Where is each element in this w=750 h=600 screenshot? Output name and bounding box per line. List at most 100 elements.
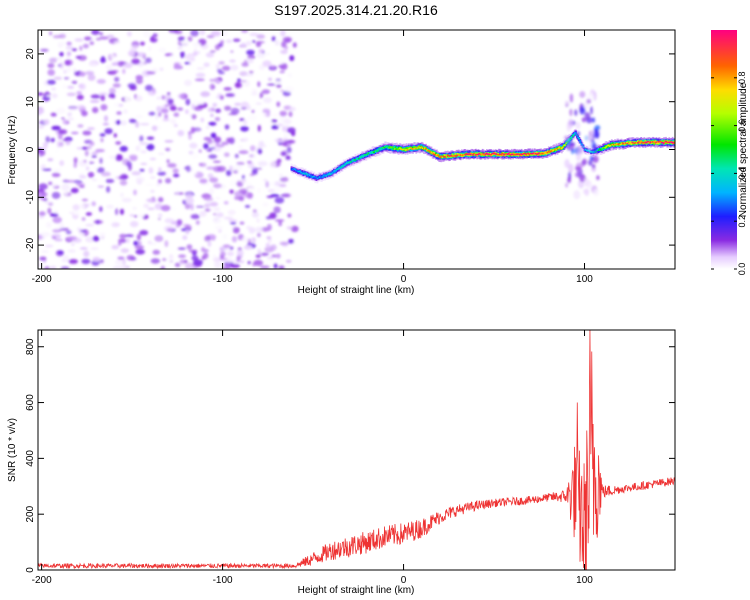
ridge-cell [406, 147, 409, 150]
ridge-cell [661, 140, 664, 143]
noise-blob [134, 245, 145, 250]
noise-blob [158, 167, 162, 172]
noise-blob [113, 133, 117, 138]
ridge-cell [315, 176, 318, 178]
noise-blob [182, 235, 188, 240]
ridge-cell [479, 153, 482, 156]
noise-blob [257, 232, 261, 238]
ridge-cell [291, 168, 294, 171]
noise-blob [198, 149, 202, 153]
ridge-cell [598, 148, 601, 150]
noise-blob [146, 136, 155, 140]
disturbance-blob [586, 134, 593, 141]
noise-blob [266, 256, 275, 260]
noise-blob [285, 156, 292, 160]
noise-blob [173, 65, 184, 70]
ridge-cell [562, 146, 564, 148]
ridge-cell [313, 176, 316, 178]
ridge-cell [391, 146, 394, 148]
noise-blob [47, 69, 55, 76]
ridge-cell [520, 153, 523, 157]
noise-blob [99, 32, 103, 36]
ridge-cell [493, 152, 496, 155]
noise-blob [267, 239, 272, 243]
noise-blob [189, 142, 198, 149]
disturbance-blob [567, 118, 574, 129]
noise-blob [43, 198, 48, 202]
noise-blob [58, 62, 65, 69]
noise-blob [126, 238, 130, 244]
noise-blob [257, 167, 262, 170]
ridge-cell [658, 141, 661, 143]
noise-blob [227, 251, 234, 257]
ridge-cell [383, 147, 386, 149]
ridge-cell [445, 155, 448, 159]
noise-blob [222, 266, 231, 269]
noise-blob [154, 235, 164, 242]
noise-blob [251, 88, 258, 93]
noise-blob [274, 81, 283, 84]
noise-blob [226, 39, 233, 43]
noise-blob [177, 130, 185, 137]
noise-blob [265, 242, 271, 248]
ridge-cell [378, 148, 381, 150]
noise-blob [258, 64, 265, 71]
colorbar-ticks: 0.0 0.2 0.4 0.6 0.8 [711, 72, 747, 275]
ridge-cell [398, 148, 400, 150]
ridge-cell [538, 152, 540, 154]
ridge-cell [440, 155, 443, 159]
ridge-cell [547, 150, 550, 152]
noise-blob [230, 107, 240, 115]
noise-blob [100, 57, 106, 64]
ridge-cell [577, 136, 579, 138]
noise-blob [246, 58, 254, 64]
noise-blob [150, 189, 155, 193]
ridge-cell [462, 154, 464, 156]
ridge-cell [665, 141, 667, 143]
ridge-cell [644, 141, 647, 143]
ridge-cell [429, 151, 432, 153]
ridge-cell [671, 142, 674, 144]
noise-blob [283, 123, 287, 127]
noise-blob [64, 188, 68, 196]
ridge-cell [435, 152, 437, 156]
ridge-cell [365, 153, 368, 156]
ridge-cell [404, 149, 407, 151]
noise-blob [139, 168, 145, 172]
noise-blob [135, 115, 144, 118]
noise-blob [114, 260, 123, 265]
noise-blob [281, 41, 287, 48]
disturbance-blob [581, 158, 588, 166]
noise-blob [214, 207, 221, 212]
noise-blob [79, 229, 87, 233]
noise-blob [218, 229, 222, 233]
ridge-cell [633, 142, 636, 145]
noise-blob [230, 50, 234, 53]
ridge-cell [470, 153, 473, 156]
disturbance-blob [565, 182, 569, 188]
noise-blob [49, 57, 57, 63]
noise-blob [83, 159, 87, 163]
ridge-cell [593, 151, 596, 153]
ridge-cell [470, 152, 473, 155]
ridge-cell [300, 171, 303, 174]
disturbance-blob [568, 163, 574, 173]
noise-blob [92, 257, 101, 262]
ridge-cell [641, 142, 644, 144]
noise-blob [199, 30, 206, 36]
noise-blob [62, 84, 67, 89]
noise-blob [157, 213, 163, 218]
noise-blob [111, 245, 119, 250]
ridge-cell [306, 174, 309, 176]
ridge-cell [524, 152, 526, 155]
noise-blob [239, 80, 247, 83]
ridge-cell [661, 142, 664, 144]
noise-blob [210, 132, 217, 139]
ridge-cell [500, 154, 502, 156]
noise-blob [158, 47, 167, 53]
chart-title: S197.2025.314.21.20.R16 [274, 2, 438, 18]
noise-blob [244, 74, 254, 77]
ridge-cell [619, 144, 622, 146]
noise-blob [45, 266, 50, 269]
